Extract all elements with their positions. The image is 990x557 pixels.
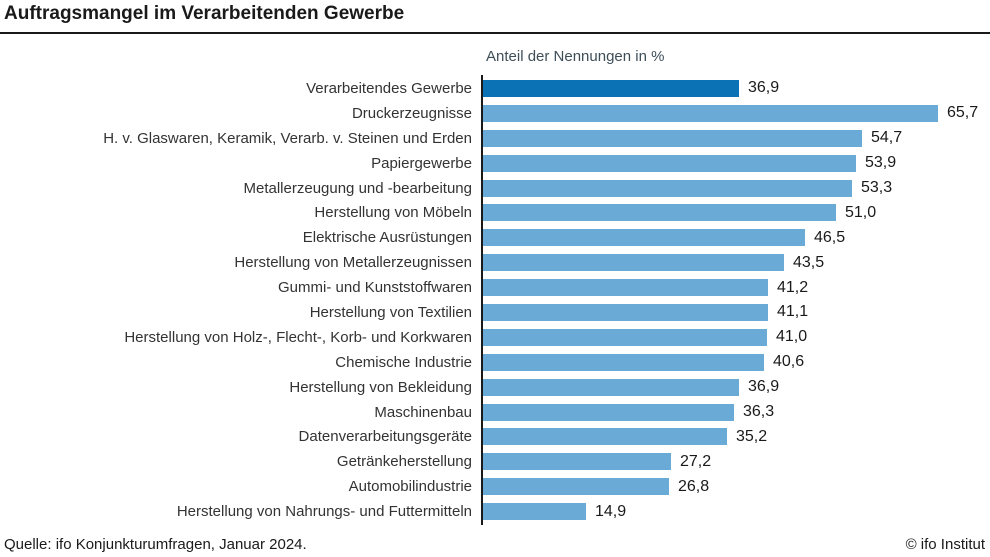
value-label: 53,3 [861,179,893,196]
bar-row: H. v. Glaswaren, Keramik, Verarb. v. Ste… [0,126,990,151]
category-label: Elektrische Ausrüstungen [302,229,472,247]
value-label: 51,0 [845,203,877,221]
value-label: 65,7 [947,104,979,122]
bar-track: 36,3 [483,403,774,421]
value-label: 40,6 [773,353,805,371]
bar-row: Herstellung von Textilien 41,1 [0,300,990,325]
bar [483,428,727,446]
category-label: Chemische Industrie [335,353,472,371]
value-label: 36,3 [743,403,775,421]
bar [483,353,764,371]
bar-track: 36,9 [483,378,779,396]
bar-row: Datenverarbeitungsgeräte 35,2 [0,424,990,449]
bar-row: Herstellung von Holz-, Flecht-, Korb- un… [0,325,990,350]
value-label: 36,9 [748,378,780,396]
bar-track: 35,2 [483,428,767,446]
bar [483,378,739,396]
bar [483,403,734,421]
value-label: 35,2 [736,427,768,445]
bar-track: 40,6 [483,353,804,371]
category-label: Gummi- und Kunststoffwaren [278,279,472,297]
bar-row: Herstellung von Möbeln 51,0 [0,200,990,225]
value-label: 27,2 [680,452,712,470]
category-label: Herstellung von Nahrungs- und Futtermitt… [176,503,472,521]
chart-title: Auftragsmangel im Verarbeitenden Gewerbe [4,3,405,24]
bar [483,129,862,147]
category-label: Maschinenbau [374,403,472,421]
plot-area: Verarbeitendes Gewerbe 36,9 Druckerzeugn… [0,75,990,525]
value-label: 54,7 [871,129,903,147]
bar-track: 41,1 [483,303,808,321]
value-label: 41,1 [777,303,809,321]
value-label: 41,0 [776,328,808,346]
bar-track: 51,0 [483,204,876,222]
bar-row: Papiergewerbe 53,9 [0,151,990,176]
bar-row: Herstellung von Nahrungs- und Futtermitt… [0,499,990,524]
bar [483,254,784,272]
bar-track: 26,8 [483,478,709,496]
source-note: Quelle: ifo Konjunkturumfragen, Januar 2… [4,536,307,553]
value-label: 46,5 [814,228,846,246]
category-label: Herstellung von Holz-, Flecht-, Korb- un… [124,328,472,346]
bar [483,328,767,346]
category-label: Herstellung von Metallerzeugnissen [234,254,472,272]
bar [483,179,852,197]
value-label: 41,2 [777,278,809,296]
category-label: Papiergewerbe [371,154,472,172]
bar-row: Gummi- und Kunststoffwaren 41,2 [0,275,990,300]
bar-row: Automobilindustrie 26,8 [0,474,990,499]
y-axis-line [481,75,483,525]
bar-row: Verarbeitendes Gewerbe 36,9 [0,76,990,101]
bar [483,79,739,97]
title-divider [0,32,990,34]
copyright-note: © ifo Institut [905,536,985,553]
category-label: H. v. Glaswaren, Keramik, Verarb. v. Ste… [103,129,472,147]
value-label: 26,8 [678,477,710,495]
bar [483,229,805,247]
category-label: Herstellung von Bekleidung [289,378,472,396]
bar-track: 14,9 [483,503,626,521]
bar [483,503,586,521]
category-label: Herstellung von Möbeln [314,204,472,222]
bar-track: 41,2 [483,279,808,297]
bar [483,204,836,222]
bar-track: 41,0 [483,328,807,346]
bar-track: 27,2 [483,453,711,471]
value-label: 14,9 [595,502,627,520]
bar-track: 53,9 [483,154,896,172]
bar-track: 65,7 [483,104,978,122]
bar-track: 43,5 [483,254,824,272]
value-label: 43,5 [793,253,825,271]
bar-track: 54,7 [483,129,902,147]
bar [483,303,768,321]
axis-unit-label: Anteil der Nennungen in % [486,48,665,65]
bar-row: Getränkeherstellung 27,2 [0,449,990,474]
category-label: Herstellung von Textilien [309,303,472,321]
category-label: Getränkeherstellung [336,453,472,471]
category-label: Metallerzeugung und -bearbeitung [243,179,473,197]
bar [483,478,669,496]
bar-track: 53,3 [483,179,892,197]
bar-row: Maschinenbau 36,3 [0,400,990,425]
bar [483,104,938,122]
value-label: 53,9 [865,154,897,172]
bar-row: Herstellung von Metallerzeugnissen 43,5 [0,250,990,275]
bar-row: Herstellung von Bekleidung 36,9 [0,375,990,400]
bar [483,453,671,471]
bar-track: 36,9 [483,79,779,97]
value-label: 36,9 [748,79,780,97]
bar [483,279,768,297]
bar-row: Druckerzeugnisse 65,7 [0,101,990,126]
category-label: Druckerzeugnisse [351,104,472,122]
bar-track: 46,5 [483,229,845,247]
category-label: Verarbeitendes Gewerbe [306,79,472,97]
bar-row: Elektrische Ausrüstungen 46,5 [0,225,990,250]
bar-row: Chemische Industrie 40,6 [0,350,990,375]
bar-row: Metallerzeugung und -bearbeitung 53,3 [0,176,990,201]
category-label: Datenverarbeitungsgeräte [298,428,472,446]
bar-rows: Verarbeitendes Gewerbe 36,9 Druckerzeugn… [0,76,990,524]
category-label: Automobilindustrie [348,478,472,496]
bar [483,154,856,172]
